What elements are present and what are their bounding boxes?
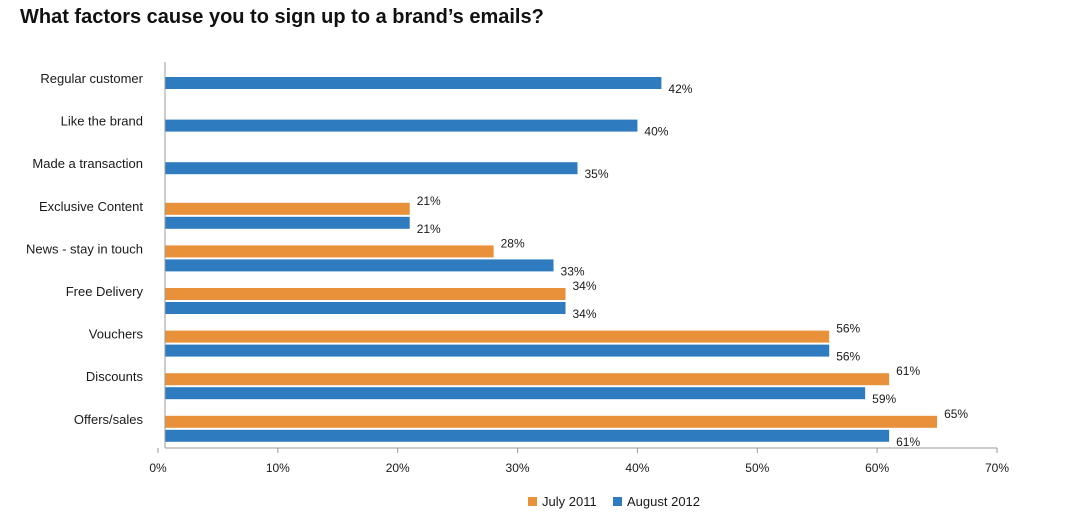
x-tick-label: 30% [506,461,530,475]
legend-swatch-july-2011 [528,497,537,506]
bar-august-2012-regular-customer [165,77,662,89]
value-label-august-2012-offers-sales: 61% [896,435,920,449]
value-label-august-2012-free-delivery: 34% [573,307,597,321]
x-tick-label: 20% [386,461,410,475]
category-label-like-the-brand: Like the brand [61,114,143,129]
bar-august-2012-vouchers [165,344,830,357]
category-label-regular-customer: Regular customer [40,71,143,86]
legend-label-july-2011: July 2011 [542,494,597,509]
chart-title: What factors cause you to sign up to a b… [20,6,544,28]
x-tick-label: 40% [625,461,649,475]
value-label-july-2011-exclusive-content: 21% [417,194,441,208]
category-label-offers-sales: Offers/sales [74,412,144,427]
x-tick-label: 60% [865,461,889,475]
bar-july-2011-discounts [165,373,890,386]
labels-layer: Regular customer 42% Like the brand 40% Made… [26,71,968,449]
value-label-august-2012-made-a-transaction: 35% [585,167,609,181]
x-tick-label: 50% [745,461,769,475]
bar-august-2012-free-delivery [165,302,566,314]
legend: July 2011 August 2012 [528,494,700,509]
bar-august-2012-made-a-transaction [165,162,578,175]
value-label-august-2012-news-stay-in-touch: 33% [561,264,585,278]
value-label-august-2012-discounts: 59% [872,392,896,406]
bar-july-2011-news-stay-in-touch [165,245,494,258]
x-tick-label: 70% [985,461,1009,475]
value-label-august-2012-regular-customer: 42% [668,82,692,96]
bar-july-2011-offers-sales [165,415,938,428]
legend-label-august-2012: August 2012 [627,494,700,509]
category-label-discounts: Discounts [86,369,144,384]
value-label-august-2012-like-the-brand: 40% [644,125,668,139]
bars-layer [165,77,938,442]
bar-august-2012-news-stay-in-touch [165,259,554,272]
value-label-july-2011-discounts: 61% [896,364,920,378]
category-label-free-delivery: Free Delivery [66,284,144,299]
bar-july-2011-exclusive-content [165,202,410,215]
x-tick-label: 10% [266,461,290,475]
value-label-july-2011-news-stay-in-touch: 28% [501,236,525,250]
value-label-july-2011-free-delivery: 34% [573,279,597,293]
bar-august-2012-like-the-brand [165,119,638,132]
bar-july-2011-vouchers [165,330,830,343]
bar-august-2012-offers-sales [165,429,890,442]
value-label-july-2011-vouchers: 56% [836,322,860,336]
bar-august-2012-discounts [165,387,866,400]
value-label-august-2012-vouchers: 56% [836,350,860,364]
bar-august-2012-exclusive-content [165,216,410,229]
category-label-vouchers: Vouchers [89,327,144,342]
category-label-exclusive-content: Exclusive Content [39,199,143,214]
category-label-made-a-transaction: Made a transaction [32,156,143,171]
value-label-august-2012-exclusive-content: 21% [417,222,441,236]
x-tick-label: 0% [149,461,167,475]
category-label-news-stay-in-touch: News - stay in touch [26,241,143,256]
legend-swatch-august-2012 [613,497,622,506]
value-label-july-2011-offers-sales: 65% [944,407,968,421]
bar-july-2011-free-delivery [165,288,566,300]
x-axis: 0% 10% 20% 30% 40% 50% 60% 70% [149,62,1009,475]
